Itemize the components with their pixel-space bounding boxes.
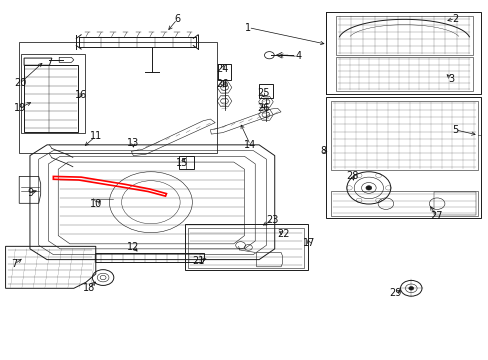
Text: 15: 15: [176, 158, 188, 168]
Text: 14: 14: [244, 140, 256, 150]
Text: 18: 18: [83, 283, 95, 293]
Text: 21: 21: [192, 256, 204, 266]
Text: 11: 11: [89, 131, 102, 141]
Circle shape: [365, 186, 371, 190]
Text: 19: 19: [14, 103, 26, 113]
Text: 28: 28: [346, 171, 358, 181]
Text: 7: 7: [11, 259, 18, 269]
Text: 17: 17: [302, 238, 314, 248]
Text: 26: 26: [216, 79, 228, 89]
Bar: [19, 42, 216, 153]
Text: 8: 8: [320, 146, 326, 156]
Bar: [188, 228, 304, 268]
Text: 23: 23: [266, 215, 278, 225]
Text: 24: 24: [216, 64, 228, 74]
Bar: [21, 54, 84, 134]
Text: 16: 16: [75, 90, 87, 100]
Text: 3: 3: [448, 74, 454, 84]
Text: 26: 26: [256, 103, 269, 113]
Text: 27: 27: [429, 211, 442, 221]
Text: 29: 29: [388, 288, 401, 298]
Text: 22: 22: [277, 229, 289, 239]
Bar: [184, 225, 307, 270]
Text: 1: 1: [245, 23, 251, 33]
Circle shape: [408, 287, 413, 290]
Text: 12: 12: [127, 242, 139, 252]
Text: 25: 25: [256, 88, 269, 98]
Text: 10: 10: [89, 199, 102, 210]
Text: 2: 2: [451, 14, 457, 24]
Text: 5: 5: [451, 125, 457, 135]
Text: 13: 13: [127, 139, 139, 148]
Text: 9: 9: [27, 188, 33, 198]
Text: 6: 6: [174, 14, 180, 24]
Text: 4: 4: [294, 51, 301, 61]
Bar: [178, 156, 194, 169]
Text: 20: 20: [14, 78, 26, 88]
Bar: [217, 64, 231, 80]
Bar: [259, 84, 272, 98]
